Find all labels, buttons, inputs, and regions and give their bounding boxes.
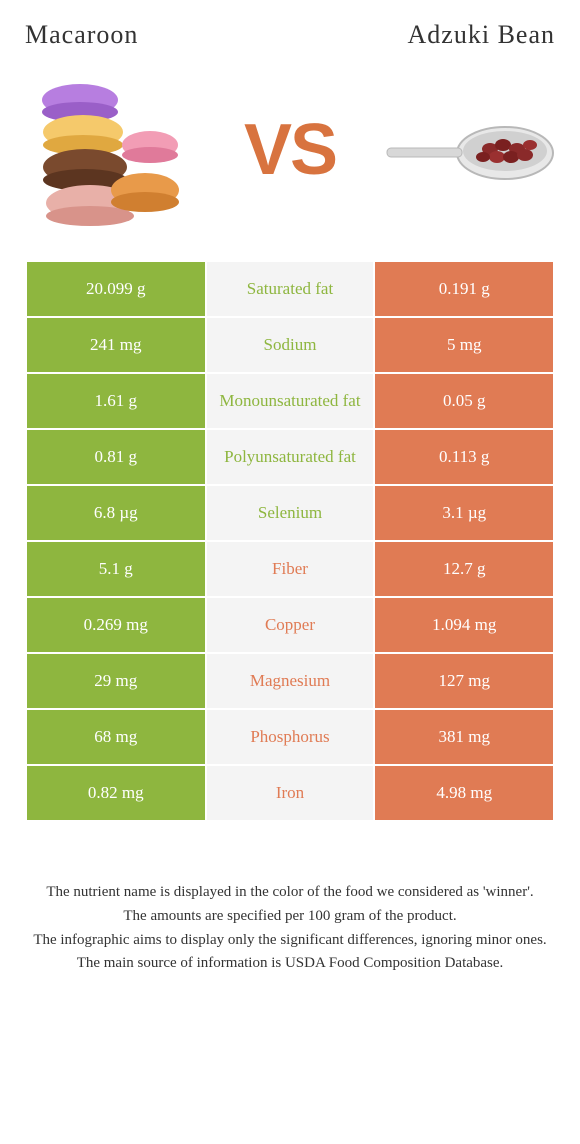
value-right: 0.191 g: [374, 261, 554, 317]
value-right: 0.05 g: [374, 373, 554, 429]
value-right: 4.98 mg: [374, 765, 554, 821]
value-right: 0.113 g: [374, 429, 554, 485]
value-left: 0.82 mg: [26, 765, 206, 821]
nutrient-name: Saturated fat: [206, 261, 375, 317]
table-row: 20.099 gSaturated fat0.191 g: [26, 261, 554, 317]
value-right: 381 mg: [374, 709, 554, 765]
nutrient-name: Fiber: [206, 541, 375, 597]
adzuki-image: [385, 70, 555, 230]
table-row: 68 mgPhosphorus381 mg: [26, 709, 554, 765]
value-left: 5.1 g: [26, 541, 206, 597]
header: Macaroon Adzuki Bean: [25, 20, 555, 50]
nutrient-name: Iron: [206, 765, 375, 821]
food-title-right: Adzuki Bean: [408, 20, 555, 50]
value-left: 29 mg: [26, 653, 206, 709]
nutrient-name: Copper: [206, 597, 375, 653]
nutrient-name: Magnesium: [206, 653, 375, 709]
nutrient-name: Selenium: [206, 485, 375, 541]
table-row: 0.82 mgIron4.98 mg: [26, 765, 554, 821]
value-left: 20.099 g: [26, 261, 206, 317]
value-right: 12.7 g: [374, 541, 554, 597]
table-row: 29 mgMagnesium127 mg: [26, 653, 554, 709]
value-left: 1.61 g: [26, 373, 206, 429]
footnotes: The nutrient name is displayed in the co…: [25, 882, 555, 975]
value-right: 3.1 µg: [374, 485, 554, 541]
table-row: 0.269 mgCopper1.094 mg: [26, 597, 554, 653]
table-row: 5.1 gFiber12.7 g: [26, 541, 554, 597]
food-title-left: Macaroon: [25, 20, 138, 50]
comparison-table: 20.099 gSaturated fat0.191 g241 mgSodium…: [25, 260, 555, 822]
nutrient-name: Phosphorus: [206, 709, 375, 765]
value-left: 241 mg: [26, 317, 206, 373]
nutrient-name: Polyunsaturated fat: [206, 429, 375, 485]
value-right: 127 mg: [374, 653, 554, 709]
value-left: 0.269 mg: [26, 597, 206, 653]
value-right: 5 mg: [374, 317, 554, 373]
nutrient-name: Monounsaturated fat: [206, 373, 375, 429]
vs-label: VS: [244, 109, 336, 191]
footnote-line: The amounts are specified per 100 gram o…: [30, 906, 550, 928]
value-left: 6.8 µg: [26, 485, 206, 541]
footnote-line: The infographic aims to display only the…: [30, 930, 550, 952]
value-left: 68 mg: [26, 709, 206, 765]
table-row: 241 mgSodium5 mg: [26, 317, 554, 373]
macaroon-image: [25, 70, 195, 230]
nutrient-name: Sodium: [206, 317, 375, 373]
footnote-line: The nutrient name is displayed in the co…: [30, 882, 550, 904]
table-row: 6.8 µgSelenium3.1 µg: [26, 485, 554, 541]
images-row: VS: [25, 65, 555, 235]
footnote-line: The main source of information is USDA F…: [30, 953, 550, 975]
table-row: 0.81 gPolyunsaturated fat0.113 g: [26, 429, 554, 485]
value-right: 1.094 mg: [374, 597, 554, 653]
table-row: 1.61 gMonounsaturated fat0.05 g: [26, 373, 554, 429]
value-left: 0.81 g: [26, 429, 206, 485]
